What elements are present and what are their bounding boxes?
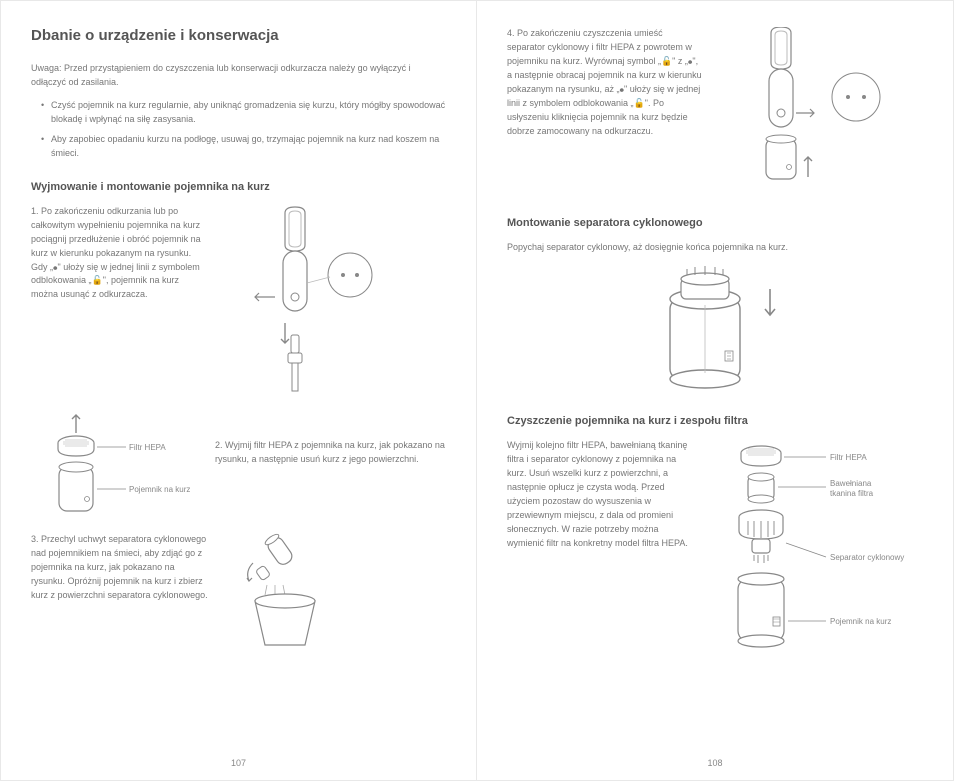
page-number: 108 xyxy=(477,758,953,768)
svg-text:Pojemnik na kurz: Pojemnik na kurz xyxy=(830,617,891,626)
label-bin: Pojemnik na kurz xyxy=(129,485,190,494)
step-text: 1. Po zakończeniu odkurzania lub po całk… xyxy=(31,205,201,303)
svg-text:Bawełniana: Bawełniana xyxy=(830,479,872,488)
reassemble-figure xyxy=(716,27,896,197)
step-text: 4. Po zakończeniu czyszczenia umieść sep… xyxy=(507,27,702,139)
section-heading: Czyszczenie pojemnika na kurz i zespołu … xyxy=(507,415,923,427)
vacuum-figure xyxy=(215,205,385,395)
page-left: Dbanie o urządzenie i konserwacja Uwaga:… xyxy=(0,0,477,781)
svg-text:tkanina filtra: tkanina filtra xyxy=(830,489,874,498)
page-number: 107 xyxy=(1,758,476,768)
svg-text:Separator cyklonowy: Separator cyklonowy xyxy=(830,553,904,562)
step-text: 2. Wyjmij filtr HEPA z pojemnika na kurz… xyxy=(215,409,446,467)
step-4-row: 4. Po zakończeniu czyszczenia umieść sep… xyxy=(507,27,923,197)
manual-spread: Dbanie o urządzenie i konserwacja Uwaga:… xyxy=(0,0,954,781)
step-3-row: 3. Przechyl uchwyt separatora cyklonoweg… xyxy=(31,533,446,653)
separator-text: Popychaj separator cyklonowy, aż dosięgn… xyxy=(507,241,923,255)
bullet-list: Czyść pojemnik na kurz regularnie, aby u… xyxy=(31,99,446,161)
label-hepa: Filtr HEPA xyxy=(129,443,166,452)
step-1: 1. Po zakończeniu odkurzania lub po całk… xyxy=(31,205,446,395)
section-heading: Montowanie separatora cyklonowego xyxy=(507,217,923,229)
bullet-item: Aby zapobiec opadaniu kurzu na podłogę, … xyxy=(41,133,446,161)
warning-text: Uwaga: Przed przystąpieniem do czyszczen… xyxy=(31,62,446,89)
page-title: Dbanie o urządzenie i konserwacja xyxy=(31,27,446,44)
bullet-item: Czyść pojemnik na kurz regularnie, aby u… xyxy=(41,99,446,127)
svg-text:Filtr HEPA: Filtr HEPA xyxy=(830,453,867,462)
section-heading: Wyjmowanie i montowanie pojemnika na kur… xyxy=(31,181,446,193)
page-right: 4. Po zakończeniu czyszczenia umieść sep… xyxy=(477,0,954,781)
hepa-bin-figure: Filtr HEPA Pojemnik na kurz xyxy=(31,409,201,519)
step-2-row: Filtr HEPA Pojemnik na kurz 2. Wyjmij fi… xyxy=(31,409,446,519)
separator-figure xyxy=(507,265,923,395)
cleaning-text: Wyjmij kolejno filtr HEPA, bawełnianą tk… xyxy=(507,439,692,551)
cleaning-row: Wyjmij kolejno filtr HEPA, bawełnianą tk… xyxy=(507,439,923,679)
exploded-figure: Filtr HEPA Bawełniana tkanina filtra S xyxy=(706,439,916,679)
dump-figure xyxy=(225,533,365,653)
step-text: 3. Przechyl uchwyt separatora cyklonoweg… xyxy=(31,533,211,603)
